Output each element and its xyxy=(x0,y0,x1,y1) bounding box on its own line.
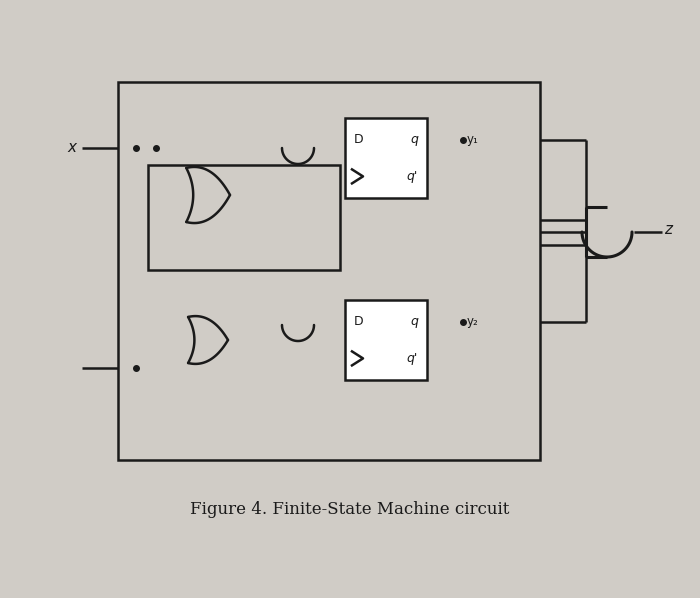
Bar xyxy=(148,165,340,270)
Text: q': q' xyxy=(407,170,418,183)
Text: z: z xyxy=(664,222,672,237)
Bar xyxy=(345,118,427,198)
Text: q': q' xyxy=(407,352,418,365)
Text: q: q xyxy=(410,315,418,328)
Text: Figure 4. Finite-State Machine circuit: Figure 4. Finite-State Machine circuit xyxy=(190,502,510,518)
Text: q: q xyxy=(410,133,418,146)
Text: y₁: y₁ xyxy=(467,133,479,146)
Text: D: D xyxy=(354,133,363,146)
Bar xyxy=(345,300,427,380)
Text: y₂: y₂ xyxy=(467,315,479,328)
Text: D: D xyxy=(354,315,363,328)
Bar xyxy=(118,82,540,460)
Text: x: x xyxy=(67,141,76,155)
